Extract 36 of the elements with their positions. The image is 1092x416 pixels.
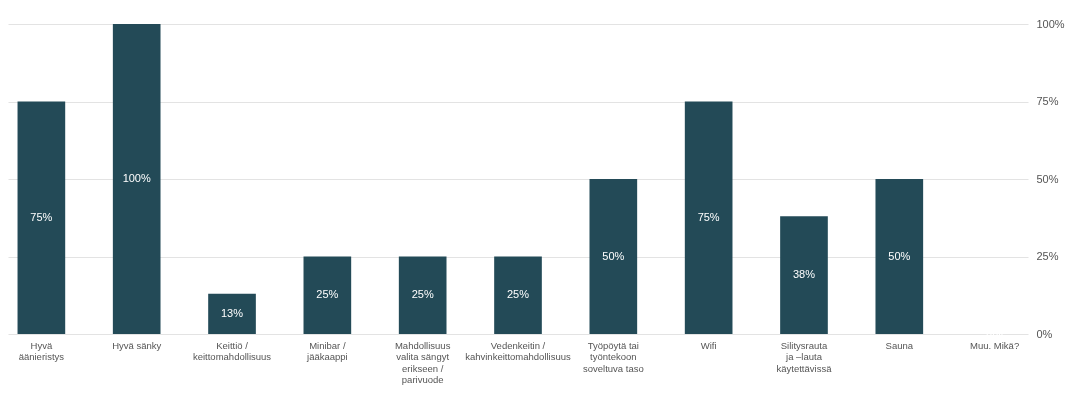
y-tick-label: 100%	[1036, 17, 1065, 30]
x-tick-label: Hyvä sänky	[112, 339, 162, 351]
data-label: 75%	[30, 210, 53, 223]
data-label: 100%	[122, 172, 151, 184]
y-tick-label: 50%	[1036, 172, 1059, 185]
data-label: 50%	[888, 249, 911, 262]
y-tick-label: 0%	[1036, 327, 1053, 340]
x-tick-label: Muu. Mikä?	[970, 339, 1020, 351]
x-tick-label: Hyvä äänieristys	[18, 339, 65, 362]
bar	[112, 24, 161, 334]
x-tick-label: Silitysrauta ja –lauta käytettävissä	[776, 339, 833, 374]
bar	[17, 101, 66, 334]
x-tick-label: Työpöytä tai työntekoon soveltuva taso	[582, 339, 644, 374]
data-label: 38%	[792, 268, 816, 281]
data-label: 25%	[506, 288, 530, 301]
data-label: 25%	[316, 288, 339, 301]
x-tick-label: Sauna	[885, 339, 914, 351]
y-tick-label: 75%	[1036, 95, 1059, 107]
bar	[684, 101, 733, 334]
x-tick-label: Vedenkeitin / kahvinkeittomahdollisuus	[465, 339, 572, 362]
data-label: 50%	[602, 249, 625, 262]
bar	[208, 293, 256, 334]
x-tick-label: Wifi	[700, 339, 717, 351]
x-tick-label: Mahdollisuus valita sängyt erikseen / parivuode	[394, 339, 451, 385]
bar	[303, 256, 352, 334]
data-label: 25%	[411, 288, 434, 301]
data-label: 13%	[221, 306, 244, 319]
x-tick-label: Keittiö / keittomahdollisuus	[192, 339, 272, 362]
x-tick-label: Minibar / jääkaappi	[306, 339, 348, 362]
bar	[494, 256, 542, 334]
data-label: 75%	[697, 210, 720, 223]
bar	[398, 256, 447, 334]
bar	[589, 179, 638, 334]
bar	[780, 216, 828, 334]
y-tick-label: 25%	[1036, 250, 1059, 262]
bar	[875, 179, 924, 334]
